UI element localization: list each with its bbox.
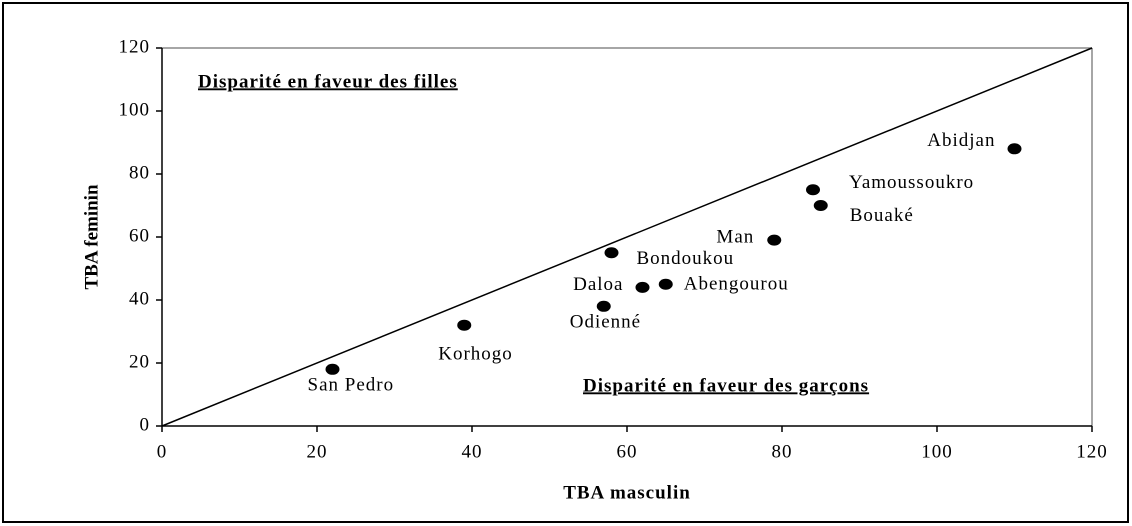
point	[1007, 143, 1022, 155]
point	[767, 234, 782, 246]
x-tick-label: 60	[617, 441, 638, 462]
annotation: Disparité en faveur des filles	[198, 71, 458, 92]
x-tick-label: 120	[1076, 441, 1108, 462]
point-label: Odienné	[570, 312, 641, 333]
reference-line	[161, 47, 1093, 427]
y-tick-label: 100	[119, 99, 151, 120]
point	[813, 200, 828, 211]
y-tick-label: 40	[129, 288, 150, 309]
point	[457, 319, 472, 331]
y-tick-label: 120	[119, 36, 151, 57]
point-label: Man	[716, 227, 754, 248]
point-label: San Pedro	[308, 375, 395, 396]
point	[604, 247, 619, 259]
x-tick-label: 100	[921, 441, 953, 462]
point-label: Yamoussoukro	[849, 172, 974, 193]
point	[658, 278, 673, 290]
point-label: Korhogo	[438, 344, 513, 365]
y-tick-label: 20	[129, 351, 150, 372]
y-tick-label: 0	[140, 414, 151, 435]
x-tick-label: 80	[772, 441, 793, 462]
y-tick-label: 60	[129, 225, 150, 246]
point	[806, 184, 820, 196]
x-tick-label: 20	[307, 441, 328, 462]
x-tick-label: 0	[157, 441, 168, 462]
annotation: Disparité en faveur des garçons	[583, 375, 869, 396]
point-label: Bouaké	[850, 205, 914, 226]
point	[596, 300, 611, 312]
x-axis-title: TBA masculin	[563, 482, 691, 503]
point-label: Bondoukou	[637, 248, 735, 269]
x-tick-label: 40	[462, 441, 483, 462]
point-label: Daloa	[573, 274, 623, 295]
point-label: Abidjan	[927, 130, 995, 151]
point	[635, 281, 650, 293]
point	[325, 363, 340, 375]
y-tick-label: 80	[129, 162, 150, 183]
point-label: Abengourou	[684, 274, 789, 295]
y-axis-title: TBA feminin	[81, 184, 102, 289]
